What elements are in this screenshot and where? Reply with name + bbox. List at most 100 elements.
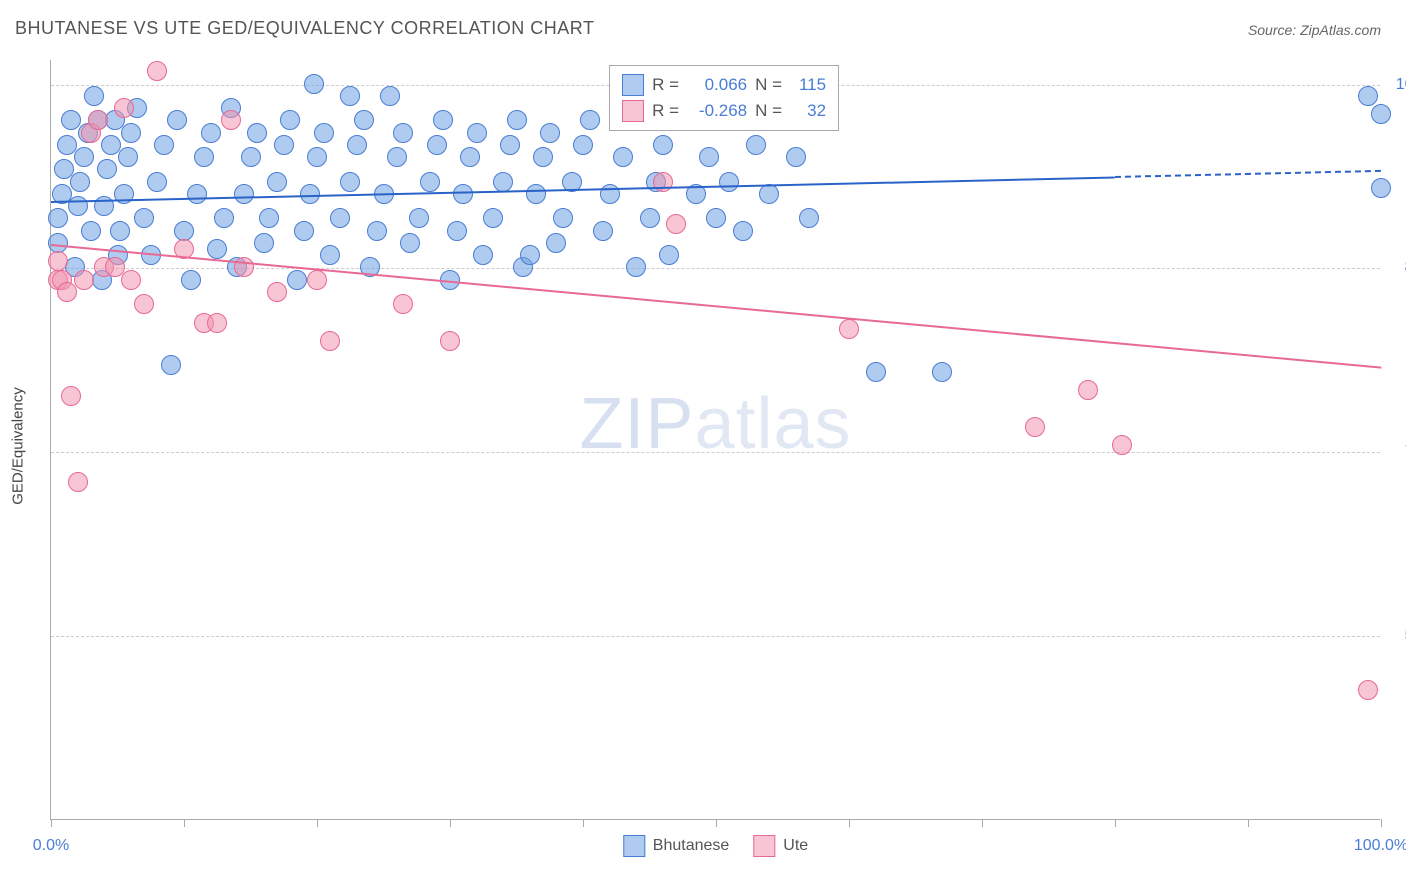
scatter-point bbox=[154, 135, 174, 155]
xtick bbox=[317, 819, 318, 827]
scatter-point bbox=[393, 294, 413, 314]
scatter-point bbox=[114, 98, 134, 118]
scatter-point bbox=[507, 110, 527, 130]
scatter-point bbox=[546, 233, 566, 253]
scatter-point bbox=[201, 123, 221, 143]
scatter-point bbox=[68, 196, 88, 216]
scatter-point bbox=[241, 147, 261, 167]
scatter-point bbox=[314, 123, 334, 143]
legend-n-value: 32 bbox=[790, 101, 826, 121]
xtick-label: 0.0% bbox=[33, 837, 69, 855]
scatter-point bbox=[659, 245, 679, 265]
scatter-point bbox=[88, 110, 108, 130]
scatter-point bbox=[393, 123, 413, 143]
scatter-point bbox=[573, 135, 593, 155]
trend-line bbox=[51, 176, 1115, 203]
chart-title: BHUTANESE VS UTE GED/EQUIVALENCY CORRELA… bbox=[15, 18, 594, 39]
scatter-point bbox=[280, 110, 300, 130]
scatter-point bbox=[746, 135, 766, 155]
scatter-point bbox=[467, 123, 487, 143]
scatter-point bbox=[267, 172, 287, 192]
scatter-point bbox=[84, 86, 104, 106]
scatter-point bbox=[320, 245, 340, 265]
scatter-point bbox=[600, 184, 620, 204]
scatter-point bbox=[460, 147, 480, 167]
scatter-point bbox=[1025, 417, 1045, 437]
scatter-point bbox=[167, 110, 187, 130]
chart-container: BHUTANESE VS UTE GED/EQUIVALENCY CORRELA… bbox=[0, 0, 1406, 892]
gridline bbox=[51, 636, 1380, 637]
scatter-point bbox=[97, 159, 117, 179]
scatter-point bbox=[174, 221, 194, 241]
scatter-point bbox=[110, 221, 130, 241]
scatter-point bbox=[367, 221, 387, 241]
scatter-point bbox=[274, 135, 294, 155]
scatter-point bbox=[500, 135, 520, 155]
scatter-point bbox=[733, 221, 753, 241]
scatter-point bbox=[330, 208, 350, 228]
scatter-point bbox=[866, 362, 886, 382]
scatter-point bbox=[533, 147, 553, 167]
scatter-point bbox=[340, 86, 360, 106]
scatter-point bbox=[493, 172, 513, 192]
legend-n-label: N = bbox=[755, 75, 782, 95]
legend-swatch bbox=[622, 74, 644, 96]
scatter-point bbox=[247, 123, 267, 143]
scatter-point bbox=[294, 221, 314, 241]
xtick bbox=[849, 819, 850, 827]
scatter-point bbox=[526, 184, 546, 204]
scatter-point bbox=[121, 270, 141, 290]
scatter-point bbox=[1078, 380, 1098, 400]
legend-r-label: R = bbox=[652, 101, 679, 121]
trend-line bbox=[1115, 170, 1381, 178]
xtick bbox=[450, 819, 451, 827]
scatter-point bbox=[101, 135, 121, 155]
scatter-point bbox=[74, 270, 94, 290]
scatter-point bbox=[267, 282, 287, 302]
scatter-point bbox=[380, 86, 400, 106]
ytick-label: 55.0% bbox=[1390, 627, 1406, 645]
scatter-point bbox=[340, 172, 360, 192]
scatter-point bbox=[1371, 178, 1391, 198]
scatter-point bbox=[68, 472, 88, 492]
legend-swatch bbox=[622, 100, 644, 122]
scatter-point bbox=[759, 184, 779, 204]
scatter-point bbox=[719, 172, 739, 192]
scatter-point bbox=[187, 184, 207, 204]
legend-r-label: R = bbox=[652, 75, 679, 95]
scatter-point bbox=[1358, 680, 1378, 700]
legend-row: R =0.066N =115 bbox=[622, 72, 826, 98]
legend-r-value: -0.268 bbox=[687, 101, 747, 121]
scatter-point bbox=[1371, 104, 1391, 124]
scatter-point bbox=[553, 208, 573, 228]
xtick bbox=[982, 819, 983, 827]
legend-series-name: Bhutanese bbox=[653, 837, 730, 855]
scatter-point bbox=[207, 313, 227, 333]
scatter-point bbox=[666, 214, 686, 234]
scatter-point bbox=[613, 147, 633, 167]
ytick-label: 70.0% bbox=[1390, 443, 1406, 461]
legend-row: R = -0.268 N = 32 bbox=[622, 98, 826, 124]
scatter-point bbox=[520, 245, 540, 265]
scatter-point bbox=[48, 233, 68, 253]
xtick bbox=[184, 819, 185, 827]
trend-line bbox=[51, 244, 1381, 369]
legend-n-label: N = bbox=[755, 101, 782, 121]
scatter-point bbox=[1358, 86, 1378, 106]
legend-n-value: 115 bbox=[790, 75, 826, 95]
legend-series: BhutaneseUte bbox=[623, 835, 808, 857]
scatter-point bbox=[473, 245, 493, 265]
gridline bbox=[51, 452, 1380, 453]
scatter-point bbox=[440, 331, 460, 351]
scatter-point bbox=[207, 239, 227, 259]
scatter-point bbox=[540, 123, 560, 143]
scatter-point bbox=[1112, 435, 1132, 455]
scatter-point bbox=[161, 355, 181, 375]
scatter-point bbox=[593, 221, 613, 241]
scatter-point bbox=[347, 135, 367, 155]
scatter-point bbox=[121, 123, 141, 143]
xtick bbox=[1381, 819, 1382, 827]
scatter-point bbox=[70, 172, 90, 192]
scatter-point bbox=[400, 233, 420, 253]
scatter-point bbox=[194, 147, 214, 167]
